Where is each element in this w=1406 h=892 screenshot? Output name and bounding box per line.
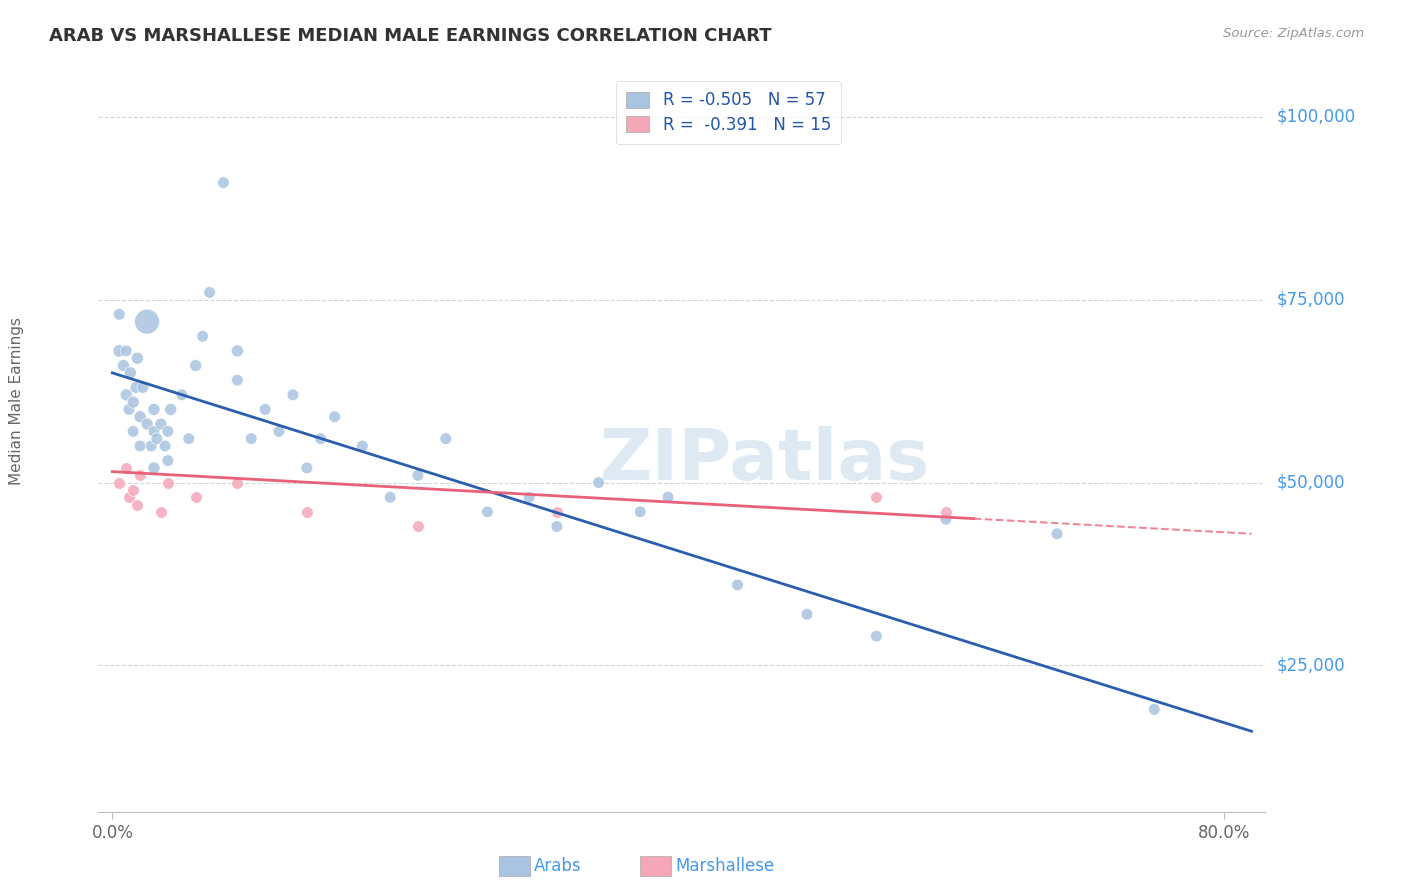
Point [156,475,179,490]
Point [184,490,207,504]
Point [149,417,172,431]
Point [628,505,651,519]
Point [434,432,457,446]
Text: Marshallese: Marshallese [675,857,775,875]
Text: $50,000: $50,000 [1277,474,1346,491]
Point [143,461,166,475]
Point [295,505,318,519]
Point [212,176,235,190]
Text: $75,000: $75,000 [1277,291,1346,309]
Point [118,402,141,417]
Point [129,409,152,424]
Point [153,439,176,453]
Text: Source: ZipAtlas.com: Source: ZipAtlas.com [1223,27,1364,40]
Point [240,432,263,446]
Point [517,490,540,504]
Point [129,468,152,483]
Point [120,366,142,380]
Point [108,307,131,321]
Point [115,343,138,358]
Point [108,475,131,490]
Point [657,490,679,504]
Point [727,578,749,592]
Point [127,498,149,512]
Point [108,343,131,358]
Point [184,359,207,373]
Text: ARAB VS MARSHALLESE MEDIAN MALE EARNINGS CORRELATION CHART: ARAB VS MARSHALLESE MEDIAN MALE EARNINGS… [49,27,772,45]
Point [125,380,148,394]
Point [309,432,332,446]
Point [118,490,141,504]
Point [295,461,318,475]
Text: ZIPatlas: ZIPatlas [600,426,931,495]
Point [159,402,181,417]
Point [122,483,145,497]
Legend: R = -0.505   N = 57, R =  -0.391   N = 15: R = -0.505 N = 57, R = -0.391 N = 15 [616,81,841,144]
Point [546,519,568,533]
Point [865,490,887,504]
Point [865,629,887,643]
Point [127,351,149,366]
Point [129,439,152,453]
Point [112,359,135,373]
Point [546,505,568,519]
Point [191,329,214,343]
Point [267,425,290,439]
Point [406,519,429,533]
Point [477,505,499,519]
Point [1046,526,1069,541]
Point [132,380,155,394]
Point [352,439,374,453]
Text: $25,000: $25,000 [1277,657,1346,674]
Point [122,395,145,409]
Point [226,475,249,490]
Point [254,402,277,417]
Point [177,432,200,446]
Point [156,453,179,467]
Point [1143,702,1166,716]
Point [198,285,221,300]
Point [143,402,166,417]
Point [170,388,193,402]
Point [146,432,169,446]
Point [380,490,402,504]
Point [935,512,957,526]
Point [149,505,172,519]
Point [143,425,166,439]
Point [156,425,179,439]
Point [141,439,163,453]
Text: Median Male Earnings: Median Male Earnings [10,318,24,485]
Point [122,425,145,439]
Point [226,373,249,387]
Point [796,607,818,622]
Point [935,505,957,519]
Point [115,461,138,475]
Point [588,475,610,490]
Text: $100,000: $100,000 [1277,108,1355,126]
Point [323,409,346,424]
Point [226,343,249,358]
Point [281,388,304,402]
Point [136,417,159,431]
Text: Arabs: Arabs [534,857,582,875]
Point [115,388,138,402]
Point [406,468,429,483]
Point [136,315,159,329]
